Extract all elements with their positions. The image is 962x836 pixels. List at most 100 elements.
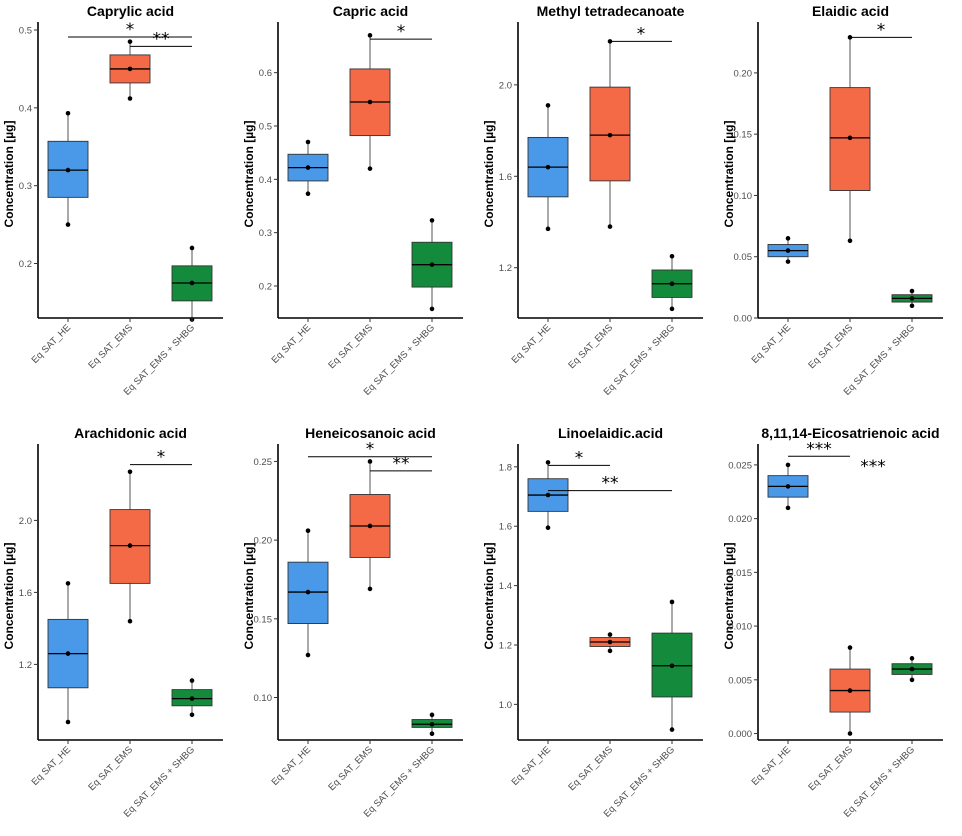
y-tick-label: 0.000 — [728, 729, 752, 740]
significance-label: * — [877, 20, 886, 40]
chart-title: Arachidonic acid — [74, 425, 187, 441]
y-tick-label: 1.2 — [19, 660, 32, 671]
y-tick-label: 1.2 — [499, 263, 512, 274]
point-min — [909, 303, 915, 309]
y-tick-label: 0.005 — [728, 675, 752, 686]
point-min — [785, 259, 791, 264]
y-axis-label: Concentration [µg] — [722, 121, 736, 228]
point-min — [847, 731, 853, 736]
point-min — [367, 166, 373, 171]
box-he — [287, 528, 329, 658]
y-tick-label: 1.6 — [499, 522, 512, 533]
y-axis-label: Concentration [µg] — [2, 543, 16, 650]
point-min — [65, 719, 71, 725]
point-min — [65, 222, 71, 227]
point-max — [785, 236, 791, 241]
panel-arachidonic-acid: Arachidonic acid Concentration [µg]1.2 1.6… — [2, 425, 223, 820]
point-mean — [545, 492, 551, 498]
box-ems — [349, 459, 391, 592]
box-ems — [109, 469, 151, 624]
point-mean — [305, 589, 311, 595]
point-min — [545, 525, 551, 531]
x-tick-label: Eq SAT_EMS + SHBG — [122, 322, 197, 397]
x-tick-label: Eq SAT_HE — [510, 744, 553, 787]
chart-title: Heneicosanoic acid — [305, 425, 436, 441]
chart-title: 8,11,14-Eicosatrienoic acid — [761, 425, 939, 441]
point-mean — [429, 262, 435, 267]
y-tick-label: 1.4 — [499, 581, 512, 592]
significance-label: * — [397, 22, 406, 42]
x-tick-label: Eq SAT_EMS + SHBG — [602, 322, 677, 397]
point-min — [367, 586, 373, 592]
x-tick-label: Eq SAT_EMS — [806, 322, 855, 371]
point-max — [545, 460, 551, 465]
y-tick-label: 0.015 — [728, 568, 752, 579]
significance-label: * — [126, 20, 135, 40]
y-tick-label: 0.4 — [259, 175, 272, 186]
point-mean — [785, 248, 791, 253]
x-tick-label: Eq SAT_HE — [30, 744, 73, 787]
x-tick-label: Eq SAT_HE — [510, 322, 553, 365]
x-tick-label: Eq SAT_EMS + SHBG — [602, 744, 677, 819]
point-mean — [607, 132, 613, 138]
point-min — [545, 226, 551, 232]
point-min — [127, 618, 133, 624]
box-shbg — [171, 678, 213, 718]
y-tick-label: 0.25 — [254, 457, 273, 468]
point-mean — [607, 639, 613, 645]
box-he — [47, 581, 89, 725]
significance-label: *** — [806, 439, 832, 459]
x-tick-label: Eq SAT_EMS — [806, 744, 855, 793]
significance-label: * — [366, 440, 375, 460]
y-tick-label: 1.2 — [499, 640, 512, 651]
y-axis-label: Concentration [µg] — [482, 121, 496, 228]
box-shbg — [411, 712, 453, 737]
y-tick-label: 0.3 — [259, 228, 272, 239]
x-tick-label: Eq SAT_EMS + SHBG — [362, 322, 437, 397]
y-tick-label: 0.15 — [254, 614, 273, 625]
point-mean — [189, 280, 195, 286]
y-tick-label: 0.10 — [254, 693, 273, 704]
box-ems — [589, 39, 631, 229]
point-max — [367, 33, 373, 38]
y-axis-label: Concentration [µg] — [242, 543, 256, 650]
point-mean — [909, 296, 915, 301]
y-tick-label: 0.025 — [728, 460, 752, 471]
y-axis-label: Concentration [µg] — [2, 121, 16, 228]
x-tick-label: Eq SAT_EMS — [326, 322, 375, 371]
point-max — [909, 288, 915, 294]
x-tick-label: Eq SAT_EMS + SHBG — [842, 744, 917, 819]
point-max — [545, 103, 551, 108]
x-tick-label: Eq SAT_EMS — [86, 744, 135, 793]
x-tick-label: Eq SAT_HE — [750, 744, 793, 787]
point-max — [305, 528, 311, 533]
point-min — [669, 727, 675, 732]
y-axis-label: Concentration [µg] — [482, 543, 496, 650]
significance-label: * — [637, 24, 646, 44]
x-tick-label: Eq SAT_EMS — [326, 744, 375, 793]
point-mean — [367, 99, 373, 105]
point-max — [127, 469, 133, 475]
point-max — [65, 110, 71, 116]
panel-capric-acid: Capric acid Concentration [µg] 0.2 0.3 0.4 0.… — [242, 3, 463, 398]
point-max — [189, 245, 195, 251]
y-tick-label: 0.2 — [259, 282, 272, 293]
chart-title: Caprylic acid — [87, 3, 174, 19]
y-tick-label: 0.020 — [728, 514, 752, 525]
y-tick-label: 0.3 — [19, 181, 32, 192]
y-tick-label: 0.5 — [19, 26, 32, 37]
y-tick-label: 0.4 — [19, 103, 32, 114]
y-tick-label: 2.0 — [19, 516, 32, 527]
y-tick-label: 0.5 — [259, 122, 272, 133]
panel-elaidic-acid: Elaidic acid Concentration [µg] 0.00 0.05 0.… — [722, 3, 943, 398]
x-tick-label: Eq SAT_HE — [30, 322, 73, 365]
point-min — [785, 505, 791, 511]
y-tick-label: 0.00 — [734, 314, 753, 325]
y-tick-label: 0.2 — [19, 259, 32, 270]
point-mean — [127, 66, 133, 72]
point-max — [607, 632, 613, 637]
x-tick-label: Eq SAT_EMS + SHBG — [122, 744, 197, 819]
box-he — [527, 460, 569, 531]
point-min — [189, 712, 195, 718]
box-he — [527, 103, 569, 232]
